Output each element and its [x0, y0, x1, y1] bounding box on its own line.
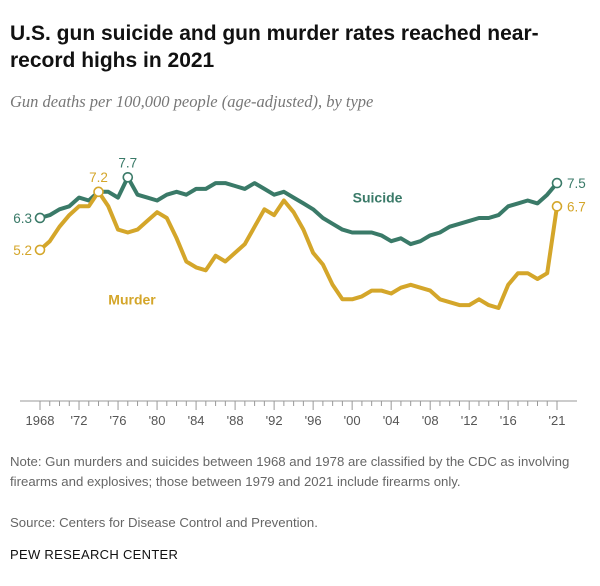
x-tick-label: '04 — [383, 413, 400, 428]
value-label-suicide-1977: 7.7 — [118, 155, 137, 170]
series-line-suicide — [38, 175, 559, 247]
chart-title: U.S. gun suicide and gun murder rates re… — [10, 22, 539, 72]
value-label-murder-1968: 5.2 — [13, 243, 32, 258]
series-label-suicide: Suicide — [353, 190, 403, 206]
point-marker-murder-1968 — [34, 244, 46, 256]
x-tick-label: '21 — [549, 413, 566, 428]
point-marker-suicide-1968 — [34, 212, 46, 224]
x-tick-label: '92 — [266, 413, 283, 428]
point-marker-murder-1974 — [93, 186, 104, 198]
value-label-suicide-1968: 6.3 — [13, 211, 32, 226]
x-tick-label: '80 — [149, 413, 166, 428]
x-tick-label: '96 — [305, 413, 322, 428]
point-marker-suicide-2021 — [551, 177, 563, 189]
x-tick-label: '76 — [110, 413, 127, 428]
chart-source: Source: Centers for Disease Control and … — [10, 515, 318, 530]
x-tick-label: '16 — [500, 413, 517, 428]
brand-logo-text: PEW RESEARCH CENTER — [10, 547, 179, 562]
value-label-suicide-2021: 7.5 — [567, 176, 586, 191]
x-tick-label: '08 — [422, 413, 439, 428]
line-chart: 1968 '72 '76 '80 '84 '88 '92 '96 '00 '04 '08 '12 '16… — [13, 155, 586, 428]
x-tick-label: '72 — [71, 413, 88, 428]
chart-subtitle: Gun deaths per 100,000 people (age-adjus… — [10, 92, 374, 111]
x-tick-label: '84 — [188, 413, 205, 428]
x-tick-label: '12 — [461, 413, 478, 428]
x-tick-label: 1968 — [26, 413, 55, 428]
point-marker-suicide-1977 — [122, 171, 134, 183]
x-tick-label: '00 — [344, 413, 361, 428]
series-line-murder — [38, 189, 559, 310]
value-label-murder-1974: 7.2 — [89, 170, 108, 185]
series-label-murder: Murder — [108, 291, 156, 307]
chart-note: Note: Gun murders and suicides between 1… — [10, 454, 570, 489]
value-label-murder-2021: 6.7 — [567, 199, 586, 214]
x-tick-label: '88 — [227, 413, 244, 428]
point-marker-murder-2021 — [551, 201, 563, 212]
